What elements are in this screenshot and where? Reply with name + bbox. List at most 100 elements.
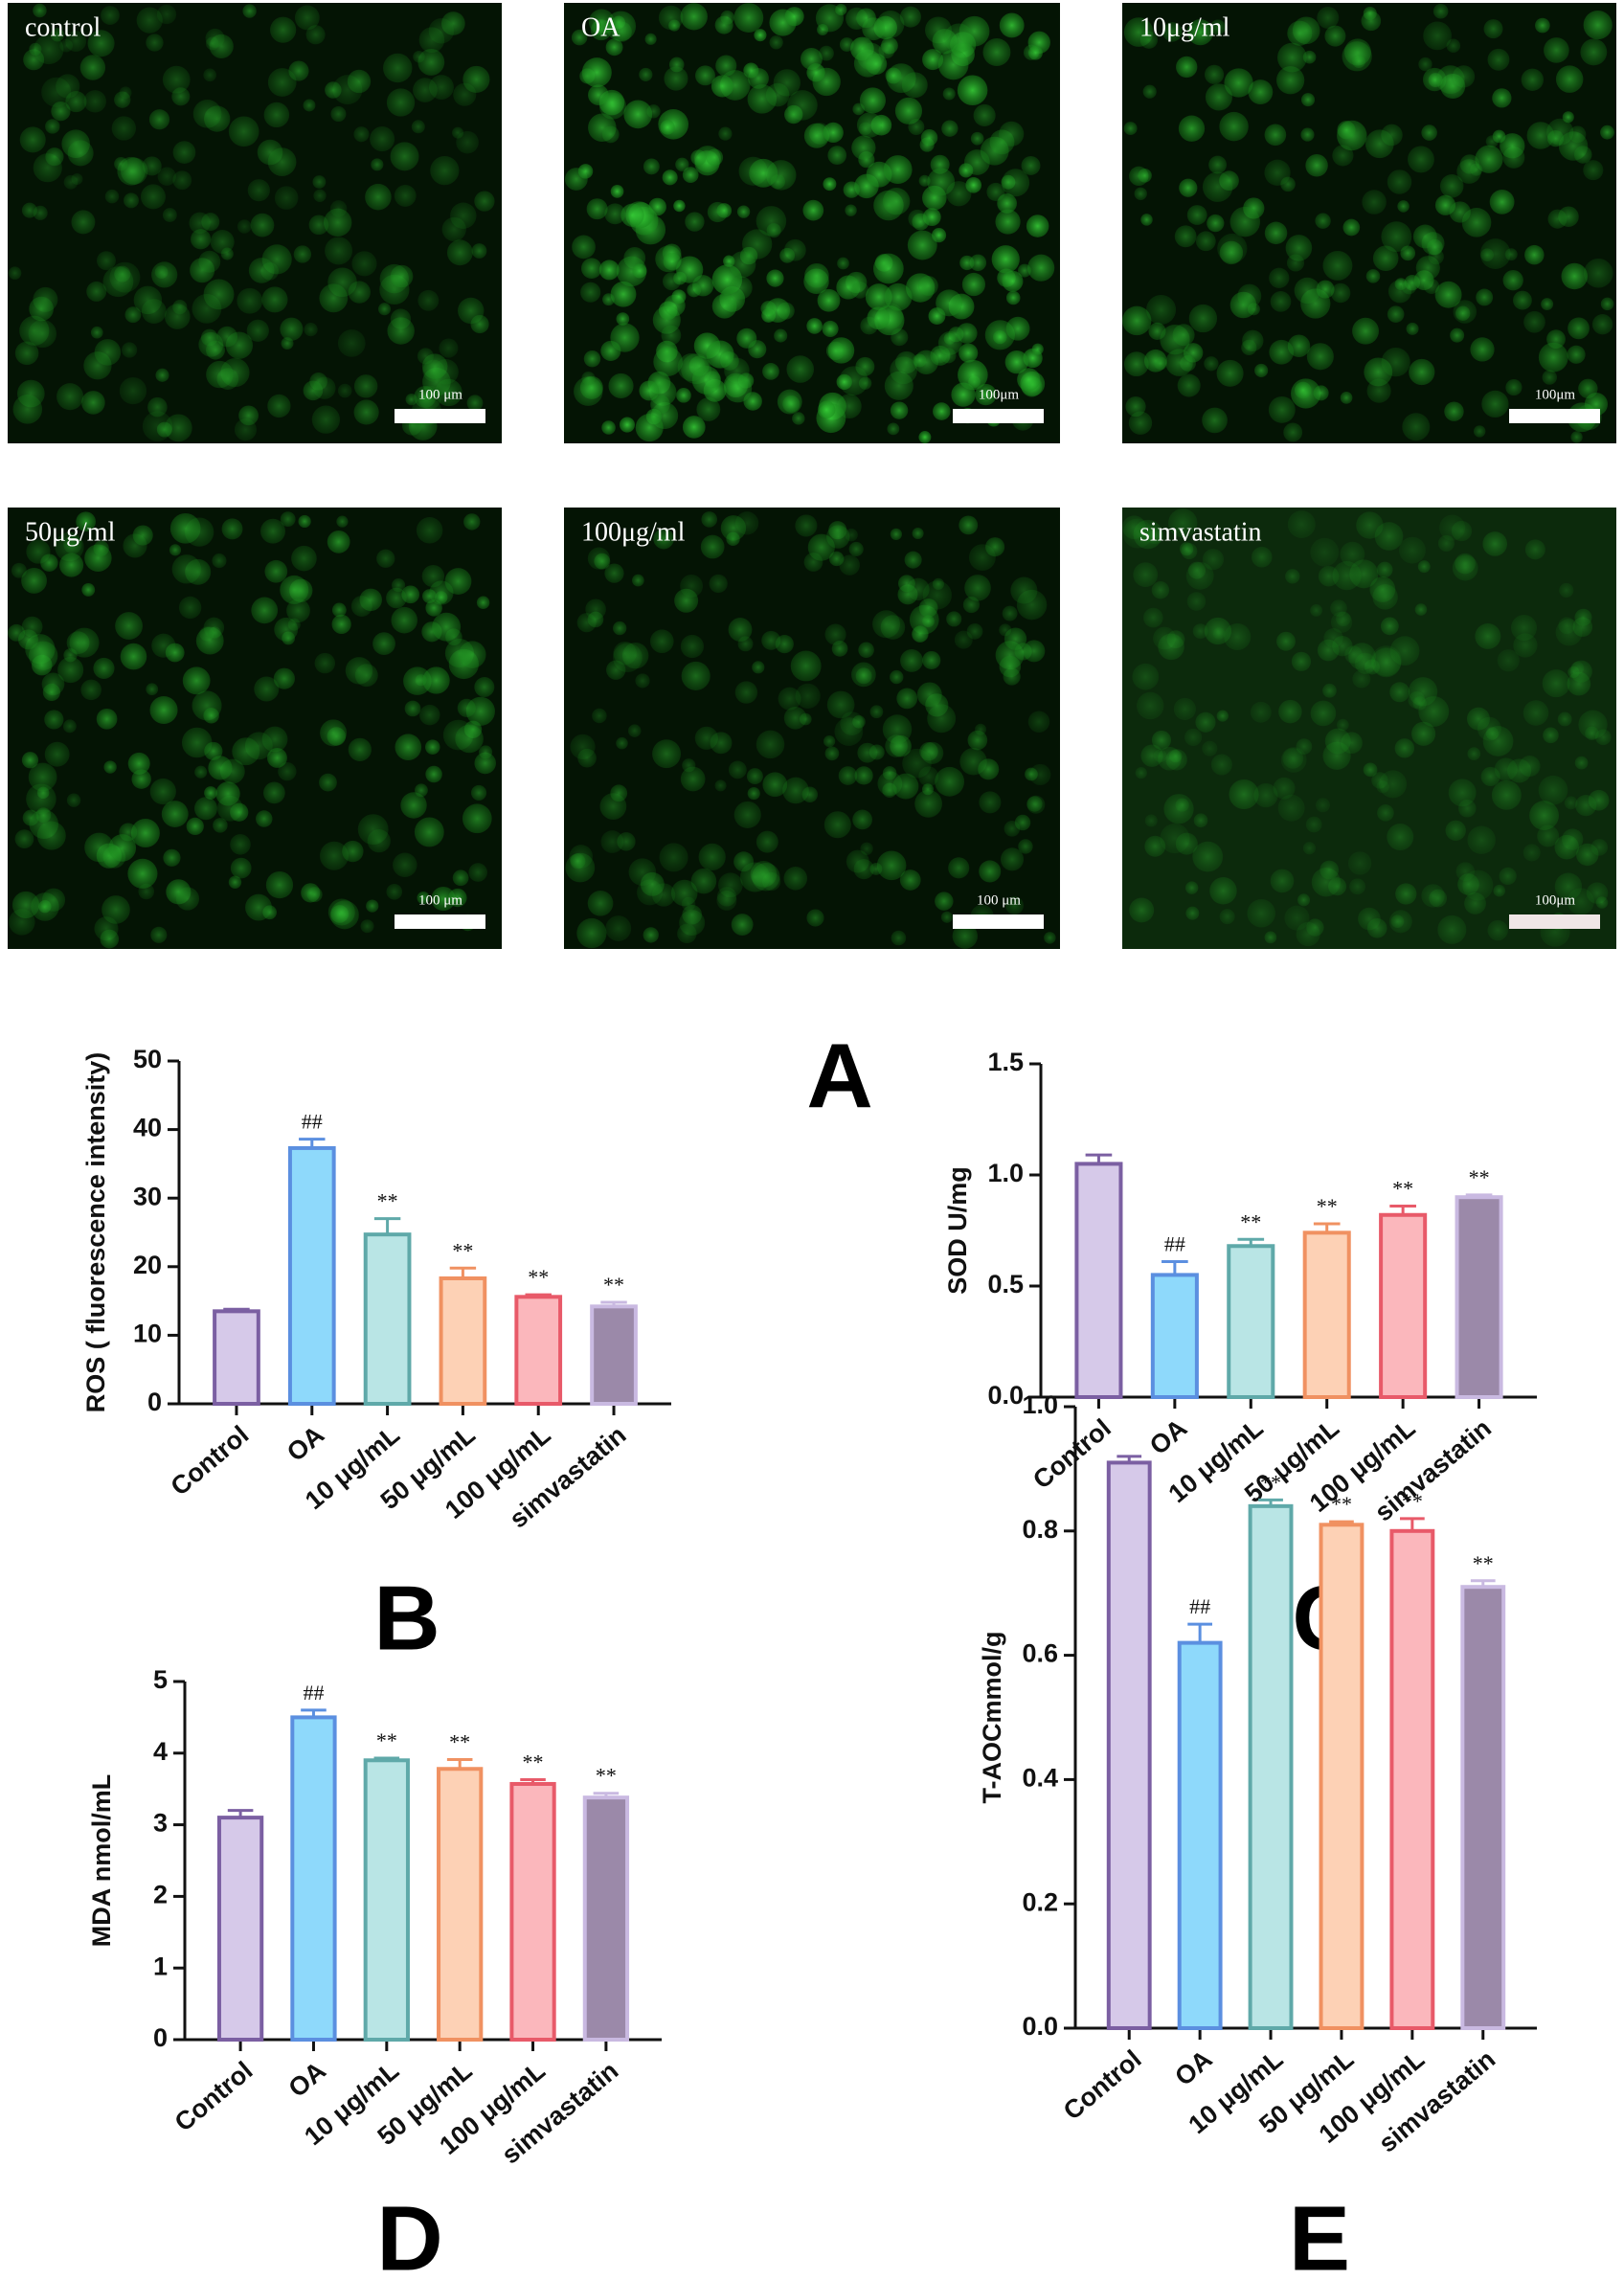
cell [248,258,275,283]
y-tick-label: 0.0 [1022,2012,1058,2041]
cell [1284,905,1310,931]
cell [1277,42,1307,73]
cell [1021,155,1041,175]
cell [1507,758,1532,783]
cell [1320,860,1340,880]
cell [162,65,191,94]
cell [894,97,923,124]
y-tick-label: 0.0 [987,1381,1024,1410]
cell [978,758,1000,780]
cell [1332,145,1354,167]
cell [954,630,973,649]
cell [1188,304,1218,333]
cell [1151,730,1172,750]
cell [783,706,807,730]
cell [851,662,876,688]
cell [230,857,252,879]
cell [664,66,688,91]
cell [1000,847,1025,871]
cell [33,205,48,220]
cell [673,199,686,213]
cell [1217,233,1248,264]
cell [413,50,425,63]
cell [876,11,905,38]
cell [882,766,897,780]
cell [922,49,944,71]
y-tick-label: 0.5 [987,1270,1024,1298]
cell [1600,297,1614,311]
cell [616,736,628,750]
cell [918,431,932,443]
cell [1224,68,1253,98]
cell [114,157,128,171]
y-axis-label: ROS ( fluorescence intensity) [81,1052,110,1413]
cell [172,300,188,315]
cell [1434,281,1462,308]
cell [1574,608,1592,626]
cell [305,25,326,45]
cell [1402,413,1431,441]
cell [723,255,735,267]
cell [273,667,295,689]
cell [327,530,350,553]
cell [1521,68,1544,91]
cell [920,129,938,147]
cell [916,682,942,708]
cell [1306,343,1334,371]
cell [230,802,249,822]
significance-marker: ** [1473,1551,1494,1575]
cell [69,627,100,658]
y-tick-label: 0.4 [1022,1764,1058,1793]
cell [1352,317,1380,345]
cell [581,371,596,386]
cell [146,683,159,696]
cell [677,923,697,944]
cell [779,247,796,263]
cell [644,33,657,45]
cell [386,883,403,900]
cell [716,203,733,218]
cell [100,929,120,949]
cell [605,38,623,56]
cell [765,82,790,107]
cell [891,328,909,347]
cell [1287,510,1316,539]
cell [303,99,316,112]
cell [1342,218,1361,237]
cell [194,765,208,779]
cell [312,175,327,189]
cell [146,34,164,52]
cell [913,353,927,368]
cell [1585,726,1599,741]
cell [1374,522,1404,551]
cell [1418,696,1450,727]
cell [1002,270,1024,292]
cell [274,617,299,642]
cell [1264,124,1287,147]
cell [1380,617,1399,636]
cell [1026,795,1046,814]
cell [76,511,96,532]
cell [1376,561,1393,578]
micrograph: OA 100μm [564,3,1060,443]
cell [1204,64,1225,84]
cell [1158,746,1182,771]
cell [729,276,753,300]
cell [213,818,228,833]
cell [1324,25,1346,47]
cell [1595,896,1609,909]
cell [63,174,79,190]
cell [261,286,288,313]
cell [204,786,217,800]
cell [623,100,653,129]
cell [648,197,666,216]
cell [386,88,416,117]
cell [1208,155,1227,174]
cell [740,862,771,892]
cell [912,213,930,231]
cell [790,650,822,682]
cell [122,342,138,358]
cell [459,641,486,668]
cell [716,887,737,907]
cell [775,634,794,654]
